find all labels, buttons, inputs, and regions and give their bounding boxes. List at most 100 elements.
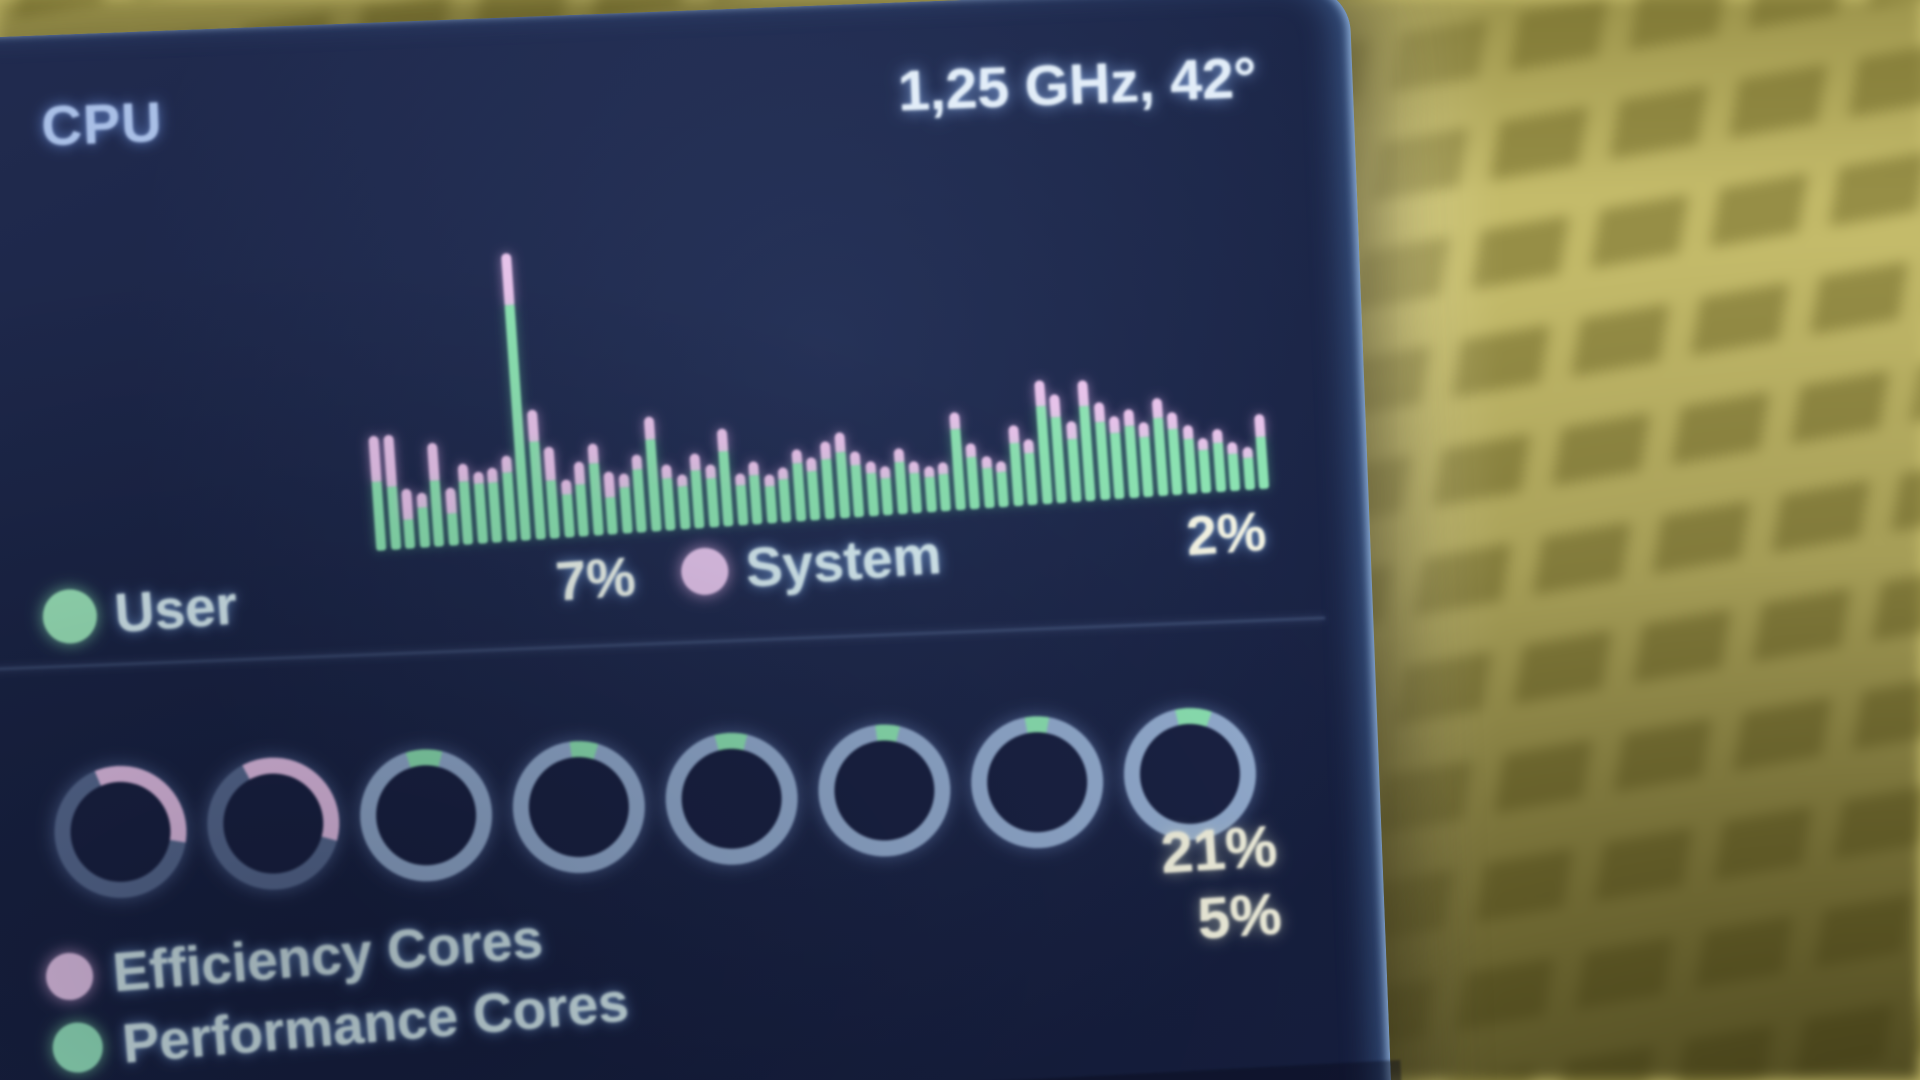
legend-gap <box>635 573 681 576</box>
user-bar-segment <box>619 487 633 534</box>
efficiency-core-ring <box>51 762 191 902</box>
system-legend-label: System <box>743 523 944 599</box>
ring-hole <box>679 746 785 852</box>
user-bar-segment <box>632 468 648 533</box>
user-bar-segment <box>1024 453 1038 506</box>
user-bar-segment <box>1110 432 1125 500</box>
system-bar-segment <box>1093 402 1105 423</box>
system-bar-segment <box>1254 413 1267 438</box>
user-bar-segment <box>996 472 1010 508</box>
history-bar <box>401 487 416 549</box>
system-bar-segment <box>1242 446 1253 459</box>
user-bar-segment <box>561 494 575 538</box>
system-bar-segment <box>833 431 846 453</box>
system-bar-segment <box>1197 438 1209 451</box>
system-bar-segment <box>908 461 920 474</box>
system-bar-segment <box>1077 380 1090 407</box>
ring-hole <box>373 762 479 868</box>
user-bar-segment <box>850 465 865 518</box>
history-bar <box>980 456 995 509</box>
history-bar <box>1065 421 1082 503</box>
history-bar <box>778 467 792 523</box>
history-bar <box>676 474 691 530</box>
system-bar-segment <box>1109 415 1121 434</box>
system-bar-segment <box>734 473 746 486</box>
user-bar-segment <box>1124 425 1140 499</box>
user-bar-segment <box>1243 457 1256 491</box>
system-bar-segment <box>1227 441 1239 454</box>
history-bar <box>864 461 879 517</box>
history-bar <box>661 463 676 531</box>
system-legend-dot <box>679 545 730 597</box>
history-bar <box>1242 446 1256 491</box>
user-bar-segment <box>735 484 749 526</box>
user-bar-segment <box>924 477 937 513</box>
user-usage-value: 7% <box>553 544 638 613</box>
user-bar-segment <box>458 481 474 545</box>
user-bar-segment <box>546 480 561 539</box>
legend-spacer <box>941 536 1186 554</box>
system-bar-segment <box>382 434 397 487</box>
system-bar-segment <box>487 467 498 483</box>
history-bar <box>643 416 662 532</box>
system-bar-segment <box>1166 411 1179 430</box>
user-bar-segment <box>690 470 705 529</box>
history-bar <box>1227 441 1241 492</box>
performance-core-ring <box>814 721 954 860</box>
performance-legend-dot <box>50 1020 105 1075</box>
history-bar <box>1093 402 1111 501</box>
history-bar <box>472 471 488 544</box>
system-bar-segment <box>1211 428 1223 444</box>
user-bar-segment <box>1168 428 1183 496</box>
history-bar <box>879 466 894 516</box>
history-bar <box>1166 411 1183 496</box>
user-bar-segment <box>1152 418 1169 497</box>
user-bar-segment <box>417 507 430 548</box>
ring-hole <box>220 770 326 877</box>
history-bar <box>1109 415 1125 500</box>
ring-hole <box>67 779 174 885</box>
system-bar-segment <box>923 465 935 479</box>
user-bar-segment <box>749 475 763 525</box>
user-bar-segment <box>528 441 546 540</box>
system-bar-segment <box>368 435 382 483</box>
system-bar-segment <box>937 461 949 475</box>
history-bar <box>382 434 401 550</box>
history-bar <box>573 461 590 537</box>
system-bar-segment <box>995 460 1007 473</box>
cpu-history-chart <box>356 201 1270 552</box>
system-bar-segment <box>689 453 701 472</box>
cpu-widget-content: CPU 1,25 GHz, 42° User 7% System 2% <box>0 46 1423 1080</box>
system-bar-segment <box>1023 438 1035 454</box>
history-bar <box>587 443 604 536</box>
history-bar <box>500 455 517 542</box>
history-bar <box>833 431 850 519</box>
system-bar-segment <box>457 463 469 482</box>
user-bar-segment <box>446 513 459 546</box>
system-bar-segment <box>849 450 861 466</box>
user-bar-segment <box>981 467 995 509</box>
user-bar-segment <box>1094 422 1111 501</box>
user-bar-segment <box>605 496 619 535</box>
system-bar-segment <box>676 474 688 487</box>
user-bar-segment <box>1035 406 1053 505</box>
user-bar-segment <box>778 478 792 523</box>
system-bar-segment <box>1151 397 1163 419</box>
user-bar-segment <box>792 463 807 522</box>
user-bar-segment <box>662 478 676 531</box>
user-bar-segment <box>645 439 662 532</box>
history-bar <box>618 472 633 534</box>
user-bar-segment <box>821 458 836 520</box>
history-bar <box>1049 393 1067 504</box>
history-bar <box>1254 413 1270 490</box>
history-bar <box>1077 380 1096 502</box>
ring-hole <box>526 754 632 860</box>
user-bar-segment <box>488 481 503 543</box>
system-usage-value: 2% <box>1184 499 1269 568</box>
history-bar <box>893 447 908 515</box>
system-bar-segment <box>1138 421 1150 438</box>
user-bar-segment <box>1050 416 1067 504</box>
user-bar-segment <box>894 462 908 515</box>
core-values: 21% 5% <box>1159 813 1284 956</box>
history-bar <box>995 460 1010 508</box>
